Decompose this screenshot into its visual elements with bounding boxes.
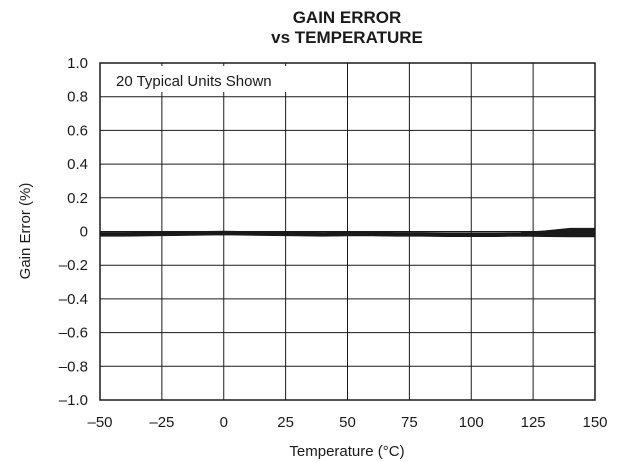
plot-frame (99, 62, 596, 401)
x-tick-label: 125 (521, 414, 546, 431)
x-tick-label: 25 (277, 414, 294, 431)
y-axis-label: Gain Error (%) (17, 183, 34, 280)
chart-title-line-2: vs TEMPERATURE (271, 28, 423, 47)
x-tick-labels: –50 –25 0 25 50 75 100 125 150 (87, 414, 607, 431)
y-tick-label: 0.6 (67, 122, 88, 139)
x-tick-label: 150 (582, 414, 607, 431)
y-tick-labels: 1.0 0.8 0.6 0.4 0.2 0 –0.2 –0.4 –0.6 –0.8 –1.0 (59, 55, 88, 409)
x-axis-label: Temperature (°C) (289, 443, 404, 460)
grid-lines (99, 62, 596, 401)
annotation-text: 20 Typical Units Shown (116, 73, 272, 90)
x-tick-label: 50 (339, 414, 356, 431)
y-tick-label: 0 (80, 224, 88, 241)
chart-title-line-1: GAIN ERROR (293, 8, 402, 27)
data-series-group (100, 227, 595, 238)
y-tick-label: –0.6 (59, 325, 88, 342)
y-tick-label: –1.0 (59, 392, 88, 409)
x-tick-label: 0 (220, 414, 228, 431)
x-tick-label: –50 (87, 414, 112, 431)
y-tick-label: 1.0 (67, 55, 88, 72)
x-tick-label: 100 (459, 414, 484, 431)
y-tick-label: –0.4 (59, 291, 88, 308)
y-tick-label: 0.8 (67, 89, 88, 106)
y-tick-label: –0.2 (59, 257, 88, 274)
y-tick-label: 0.4 (67, 156, 88, 173)
y-tick-label: –0.8 (59, 358, 88, 375)
x-tick-label: –25 (149, 414, 174, 431)
y-tick-label: 0.2 (67, 190, 88, 207)
x-tick-label: 75 (401, 414, 418, 431)
series-line-8 (100, 233, 595, 238)
annotation-box (108, 66, 308, 92)
